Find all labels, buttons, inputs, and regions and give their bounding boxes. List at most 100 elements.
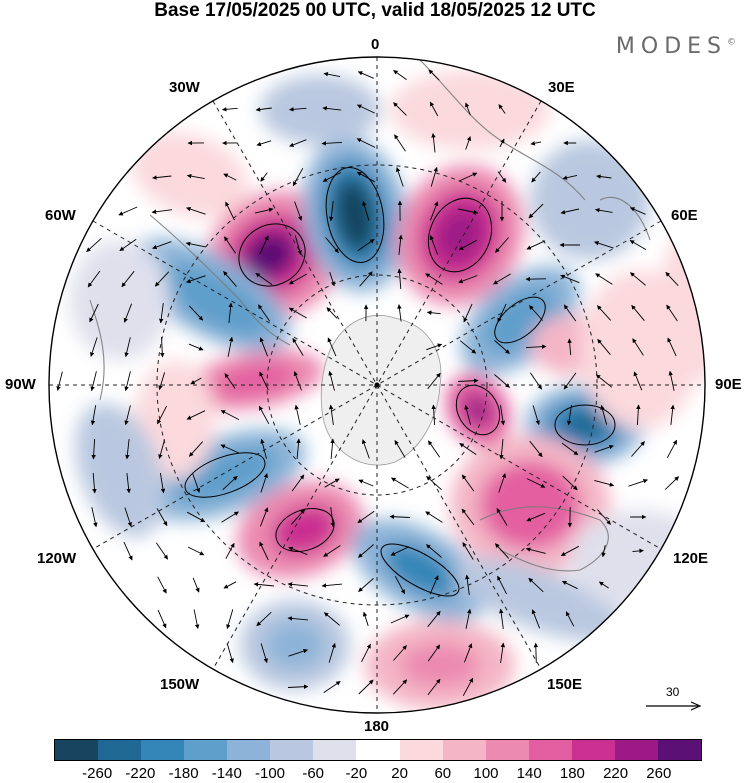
wind-vector (597, 338, 611, 355)
wind-vector (256, 611, 272, 627)
anomaly-blob (563, 411, 607, 439)
wind-vector (465, 102, 471, 116)
colorbar-cell (528, 740, 572, 760)
wind-vector (428, 69, 440, 81)
wind-vector (259, 337, 269, 357)
wind-vector (123, 303, 133, 323)
wind-vector (670, 404, 675, 425)
wind-vector (328, 370, 335, 391)
wind-vector (362, 611, 369, 626)
wind-vector (291, 474, 305, 492)
colorbar-tick-label: -60 (302, 765, 325, 782)
wind-vector (259, 541, 269, 561)
wind-vector (287, 582, 308, 587)
wind-vector (294, 235, 302, 256)
wind-vector (289, 139, 307, 147)
wind-vector (90, 405, 97, 426)
lon-label-120w: 120W (37, 550, 77, 567)
colorbar-tick-label: -220 (125, 765, 156, 782)
wind-vector (91, 438, 96, 460)
wind-vector (498, 608, 504, 629)
wind-vector (358, 479, 374, 487)
anomaly-blob (75, 402, 165, 538)
wind-vector (287, 616, 309, 621)
wind-vector (186, 275, 206, 284)
wind-vector (529, 372, 543, 390)
wind-vector (357, 238, 375, 252)
wind-vector (151, 209, 172, 215)
wind-vector (259, 235, 269, 255)
wind-vector (390, 546, 410, 556)
anomaly-field (49, 57, 705, 713)
wind-vector (322, 172, 342, 182)
colorbar-cell (485, 740, 529, 760)
wind-vector (92, 472, 97, 494)
contour-line (554, 404, 616, 446)
wind-vector (500, 642, 506, 663)
wind-vector (158, 439, 166, 460)
wind-vector (260, 643, 268, 664)
wind-vector (664, 476, 680, 490)
wind-vector (461, 508, 475, 526)
wind-vector (192, 577, 200, 593)
anomaly-blob (484, 287, 556, 353)
wind-vector (358, 679, 374, 695)
wind-vector (186, 173, 205, 180)
wind-vector (294, 201, 303, 221)
wind-vector (397, 304, 402, 322)
colorbar-tick-label: 60 (434, 765, 452, 782)
wind-vector (462, 677, 474, 697)
colorbar-ticks: -260 -220 -180 -140 -100 -60 -20 20 60 100 140 180 2… (0, 765, 750, 783)
wind-vector (186, 206, 206, 215)
contour-line (455, 384, 501, 436)
wind-vector (361, 643, 371, 663)
wind-vector (394, 134, 406, 152)
wind-vector (531, 171, 541, 183)
brand-logo: MODES© (616, 34, 736, 59)
wind-vector (561, 442, 579, 456)
wind-vector (630, 272, 646, 286)
wind-vector (429, 201, 439, 221)
wind-vector (356, 104, 375, 114)
wind-vector (188, 305, 204, 321)
antarctica (320, 314, 442, 466)
wind-vector (398, 234, 403, 255)
wind-vector (224, 236, 236, 254)
lon-label-30e: 30E (548, 79, 575, 96)
colorbar-tick-label: -140 (211, 765, 242, 782)
wind-vector (464, 404, 471, 425)
wind-vector (427, 372, 441, 390)
wind-vector (258, 405, 270, 425)
wind-vector (426, 544, 442, 558)
wind-vector (260, 438, 267, 459)
wind-vector (465, 608, 472, 629)
wind-vector (394, 440, 406, 458)
wind-vector (185, 241, 206, 248)
wind-vector (124, 337, 131, 358)
wind-vector (500, 405, 506, 426)
wind-vector (328, 404, 334, 425)
wind-vector (126, 473, 131, 494)
wind-vector (190, 377, 202, 385)
wind-vector (359, 271, 373, 287)
colorbar-cell (442, 740, 486, 760)
wind-vector (393, 70, 407, 80)
wind-vector (392, 679, 408, 695)
map-title: Base 17/05/2025 00 UTC, valid 18/05/2025… (154, 0, 596, 21)
coastline (419, 59, 586, 201)
wind-vector (288, 546, 308, 556)
colorbar (54, 739, 702, 761)
wind-vector (427, 678, 441, 696)
wind-vector (296, 438, 301, 460)
coastline (599, 196, 651, 241)
wind-vector (322, 106, 342, 111)
colorbar-cell (571, 740, 615, 760)
wind-vector (292, 167, 304, 187)
colorbar-cell (399, 740, 443, 760)
anomaly-blob (660, 220, 705, 380)
wind-vector (223, 581, 237, 589)
wind-vector (532, 405, 540, 426)
wind-vector (427, 610, 441, 628)
wind-vector (91, 507, 98, 528)
wind-vector (329, 201, 334, 222)
